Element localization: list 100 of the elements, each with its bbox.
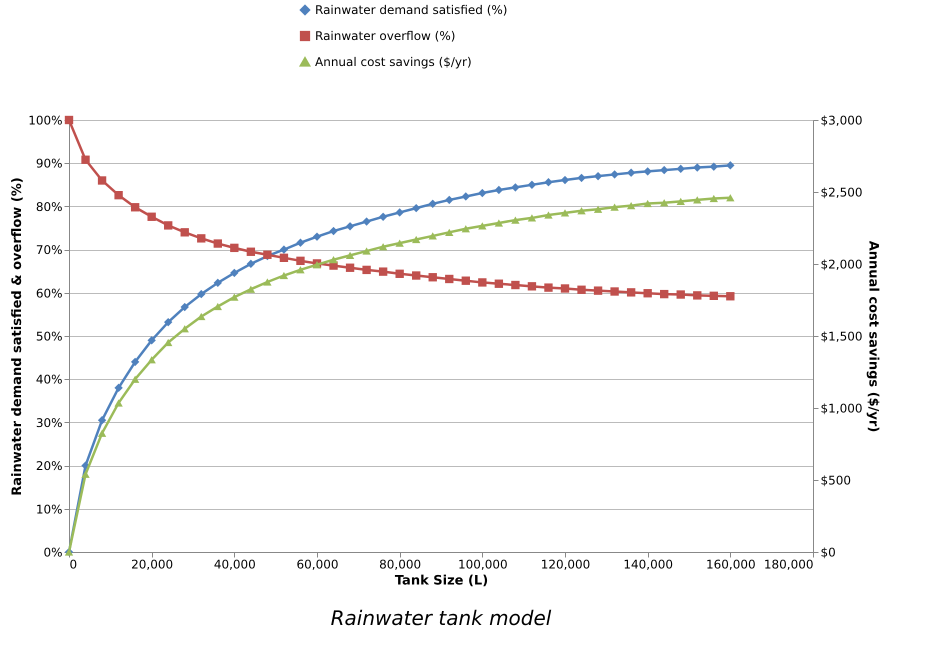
- x-axis-title: Tank Size (L): [394, 574, 488, 588]
- point: [362, 247, 371, 255]
- point: [643, 289, 652, 298]
- point: [362, 266, 371, 274]
- point: [693, 196, 702, 204]
- point: [280, 245, 288, 254]
- x-tick-label: 20,000: [131, 558, 174, 572]
- legend-label: Rainwater overflow (%): [315, 29, 456, 43]
- point: [462, 225, 470, 232]
- point: [246, 260, 256, 268]
- y2-tick-label: $500: [820, 474, 852, 488]
- point: [147, 336, 156, 345]
- point: [428, 200, 437, 208]
- x-tick-label: 0: [70, 558, 78, 572]
- point: [478, 278, 487, 287]
- y2-tick-label: $3,000: [820, 114, 862, 128]
- point: [676, 290, 685, 299]
- y-tick-label: 60%: [36, 286, 62, 300]
- point: [660, 166, 668, 174]
- y-tick-label: 0%: [43, 546, 62, 560]
- point: [214, 239, 222, 248]
- point: [560, 176, 570, 184]
- point: [280, 272, 288, 280]
- point: [312, 232, 322, 241]
- x-tick-label: 120,000: [540, 558, 590, 572]
- point: [329, 226, 338, 236]
- point: [594, 172, 602, 180]
- point: [378, 243, 388, 250]
- point: [594, 286, 602, 295]
- point: [445, 228, 454, 236]
- point: [147, 212, 156, 221]
- point: [660, 199, 668, 206]
- point: [528, 180, 536, 189]
- point: [544, 211, 553, 219]
- point: [130, 203, 140, 212]
- point: [693, 163, 702, 172]
- point: [494, 186, 504, 194]
- y-tick-label: 70%: [36, 243, 62, 258]
- point: [329, 256, 338, 264]
- point: [594, 206, 602, 213]
- point: [230, 293, 239, 301]
- x-tick-label: 40,000: [214, 558, 256, 572]
- point: [544, 283, 553, 292]
- point: [626, 202, 636, 210]
- point: [610, 287, 619, 296]
- point: [98, 430, 106, 437]
- point: [511, 183, 520, 192]
- point: [478, 222, 487, 230]
- point: [246, 286, 256, 293]
- point: [98, 176, 106, 185]
- point: [676, 164, 685, 173]
- point: [412, 204, 420, 212]
- point: [230, 268, 239, 278]
- point: [230, 244, 239, 252]
- point: [164, 338, 172, 346]
- point: [114, 190, 123, 200]
- point: [98, 416, 106, 424]
- y2-tick-label: $2,000: [820, 258, 862, 272]
- x-tick-label: 100,000: [458, 558, 508, 572]
- point: [346, 252, 354, 259]
- point: [164, 221, 172, 230]
- point: [412, 271, 420, 280]
- point: [428, 273, 437, 282]
- point: [114, 384, 123, 392]
- point: [346, 264, 354, 272]
- x-tick-label: 80,000: [379, 558, 422, 572]
- point: [462, 276, 470, 285]
- point: [130, 358, 140, 366]
- point: [362, 217, 371, 226]
- point: [610, 170, 619, 179]
- point: [81, 470, 90, 478]
- point: [494, 219, 504, 227]
- point: [544, 178, 553, 186]
- point: [610, 203, 619, 211]
- point: [511, 280, 520, 290]
- x-tick-label: 160,000: [706, 558, 756, 572]
- point: [478, 188, 487, 198]
- text: Rainwater tank model: [330, 606, 552, 630]
- point: [445, 274, 454, 284]
- point: [395, 270, 404, 278]
- point: [147, 356, 156, 364]
- legend-label: Rainwater demand satisfied (%): [315, 3, 508, 17]
- point: [445, 196, 454, 204]
- point: [726, 161, 735, 170]
- point: [197, 290, 206, 298]
- x-tick-label: 60,000: [296, 558, 338, 572]
- y-tick-label: 40%: [36, 372, 62, 387]
- point: [660, 290, 668, 298]
- y2-tick-label: $0: [820, 546, 836, 560]
- point: [710, 162, 718, 171]
- y-tick-label: 30%: [36, 416, 62, 430]
- point: [577, 286, 586, 294]
- y-axis-title: Rainwater demand satisfied & overflow (%): [10, 177, 26, 496]
- point: [693, 291, 702, 300]
- y2-tick-label: $1,000: [820, 402, 862, 416]
- point: [296, 266, 305, 274]
- point: [626, 288, 636, 297]
- point: [528, 214, 536, 222]
- point: [462, 192, 470, 201]
- point: [346, 222, 354, 230]
